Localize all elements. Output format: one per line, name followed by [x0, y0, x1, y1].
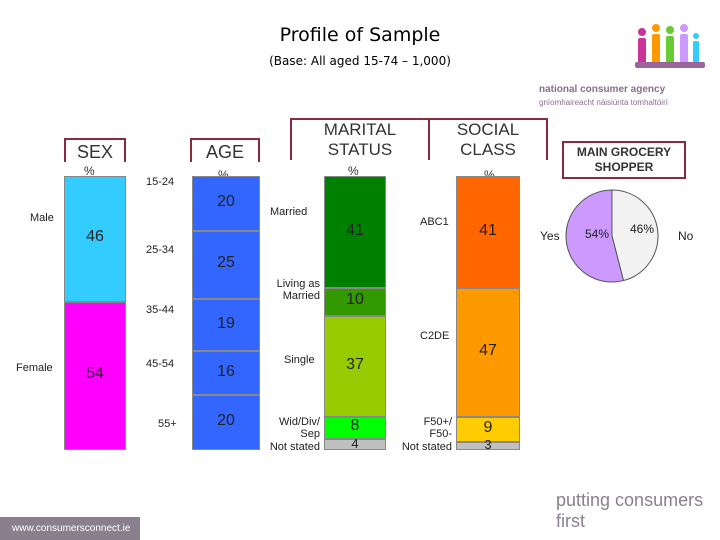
bar-segment-sex-1	[64, 302, 126, 450]
bar-segment-social-3	[456, 441, 520, 450]
bar-segment-age-3	[192, 351, 260, 396]
label-15-24: 15-24	[146, 176, 175, 188]
page-subtitle: (Base: All aged 15-74 – 1,000)	[269, 54, 451, 68]
bar-value-social-0: 41	[479, 221, 497, 239]
label-55plus: 55+	[158, 418, 177, 430]
label-25-34: 25-34	[146, 244, 175, 256]
unit-social: %	[484, 168, 495, 182]
bar-segment-social-2	[456, 417, 520, 442]
label-male: Male	[30, 212, 54, 224]
bar-segment-age-0	[192, 176, 260, 231]
pie-label-yes: Yes	[540, 229, 560, 243]
heading-age: AGE	[190, 138, 260, 162]
pie-value-no: 46%	[630, 222, 655, 236]
bar-value-age-2: 19	[217, 314, 235, 332]
label-wid: Wid/Div/ Sep	[279, 416, 320, 440]
logo: national consumer agency gníomhaireacht …	[535, 22, 715, 112]
heading-social-text: SOCIAL CLASS	[456, 120, 520, 159]
bar-segment-marital-3	[324, 417, 386, 440]
bar-segment-age-4	[192, 395, 260, 450]
bar-value-age-3: 16	[217, 362, 235, 380]
pie-label-no: No	[678, 229, 694, 243]
logo-figures-icon	[635, 24, 705, 68]
label-married: Married	[270, 206, 308, 218]
heading-marital: MARITAL STATUS	[290, 118, 430, 160]
bar-segment-sex-0	[64, 176, 126, 303]
bar-value-social-2: 9	[483, 418, 493, 436]
heading-social: SOCIAL CLASS	[428, 118, 548, 160]
unit-age: %	[218, 168, 229, 182]
bar-segment-marital-2	[324, 315, 386, 418]
pie-slice-no	[611, 189, 659, 282]
bar-value-marital-4: 4	[351, 435, 359, 451]
bar-value-sex-1: 54	[86, 365, 104, 383]
label-35-44: 35-44	[146, 304, 175, 316]
bar-value-marital-1: 10	[346, 291, 364, 309]
label-single: Single	[284, 354, 315, 366]
pie-value-yes: 54%	[585, 227, 610, 241]
bar-segment-social-1	[456, 288, 520, 418]
bar-segment-marital-0	[324, 176, 386, 289]
bar-marital: 41 10 37 8 4	[324, 176, 386, 450]
logo-line-2: gníomhaireacht náisiúnta tomhaltóirí	[539, 98, 668, 107]
bar-value-age-0: 20	[217, 192, 235, 210]
bar-segment-age-1	[192, 230, 260, 300]
tagline: putting consumers first	[556, 490, 704, 531]
bar-segment-social-0	[456, 176, 520, 289]
page-title: Profile of Sample	[279, 24, 441, 46]
bar-segment-age-2	[192, 299, 260, 352]
label-c2de: C2DE	[420, 330, 450, 342]
label-marital-notstated: Not stated	[269, 441, 320, 453]
bar-value-marital-2: 37	[346, 355, 364, 373]
heading-grocery: MAIN GROCERY SHOPPER	[562, 141, 686, 179]
footer-url[interactable]: www.consumersconnect.ie	[0, 517, 140, 540]
label-f50: F50+/ F50-	[423, 416, 452, 440]
bar-value-age-1: 25	[217, 254, 235, 272]
heading-grocery-text: MAIN GROCERY SHOPPER	[576, 145, 672, 174]
heading-sex: SEX	[64, 138, 126, 162]
bar-value-age-4: 20	[217, 412, 235, 429]
bar-value-marital-3: 8	[350, 417, 360, 435]
bar-sex: 46 54	[64, 176, 126, 450]
bar-value-marital-0: 41	[346, 221, 364, 239]
bar-social: 41 47 9 3	[456, 176, 520, 453]
label-social-notstated: Not stated	[401, 441, 452, 453]
label-45-54: 45-54	[146, 358, 175, 370]
bar-segment-marital-4	[324, 439, 386, 450]
label-abc1: ABC1	[420, 216, 449, 228]
heading-marital-text: MARITAL STATUS	[323, 120, 397, 159]
pie-slice-yes	[565, 189, 625, 283]
bar-segment-marital-1	[324, 288, 386, 316]
unit-marital: %	[348, 164, 359, 178]
bar-value-sex-0: 46	[86, 228, 104, 246]
grocery-pie-chart	[565, 189, 659, 283]
label-female: Female	[16, 362, 53, 374]
label-living: Living as Married	[276, 278, 320, 302]
bar-age: 20 25 19 16 20	[192, 176, 260, 450]
unit-sex: %	[84, 164, 95, 178]
logo-line-1: national consumer agency	[539, 84, 666, 95]
bar-value-social-1: 47	[479, 342, 497, 360]
bar-value-social-3: 3	[484, 437, 492, 453]
